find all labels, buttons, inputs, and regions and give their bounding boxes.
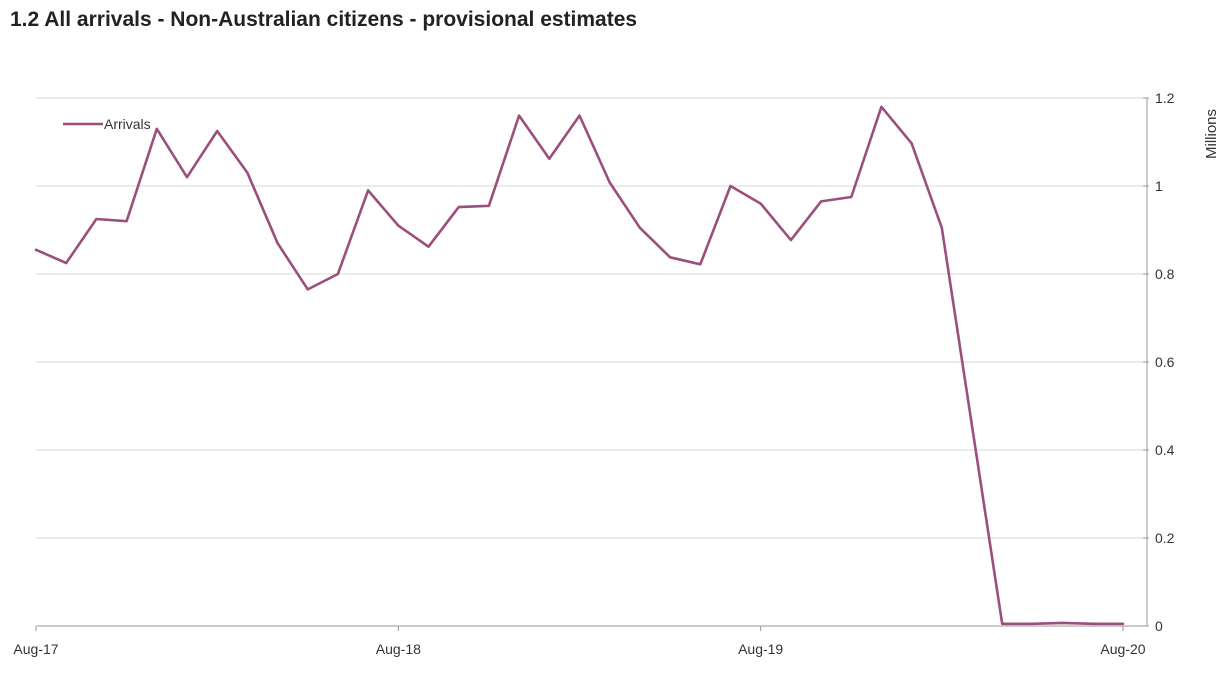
y-tick-label: 0.8 [1155, 266, 1175, 282]
y-tick-label: 0 [1155, 618, 1163, 634]
series-line-arrivals [34, 105, 1125, 626]
y-tick-label: 0.6 [1155, 354, 1175, 370]
legend-label: Arrivals [104, 116, 151, 132]
x-tick-label: Aug-20 [1100, 641, 1145, 657]
chart-title: 1.2 All arrivals - Non-Australian citize… [10, 8, 638, 31]
legend: Arrivals [63, 116, 151, 132]
x-tick-label: Aug-18 [376, 641, 421, 657]
y-tick-label: 1.2 [1155, 90, 1175, 106]
x-tick-label: Aug-19 [738, 641, 783, 657]
y-axis: 0 0.2 0.4 0.6 0.8 1 1.2 [1143, 90, 1175, 634]
series-group [34, 105, 1125, 626]
y-tick-label: 0.2 [1155, 530, 1175, 546]
x-axis: Aug-17 Aug-18 Aug-19 Aug-20 [13, 625, 1147, 657]
y-tick-label: 0.4 [1155, 442, 1175, 458]
x-tick-label: Aug-17 [13, 641, 58, 657]
gridlines [36, 97, 1147, 627]
y-axis-title: Millions [1203, 109, 1220, 159]
y-tick-label: 1 [1155, 178, 1163, 194]
